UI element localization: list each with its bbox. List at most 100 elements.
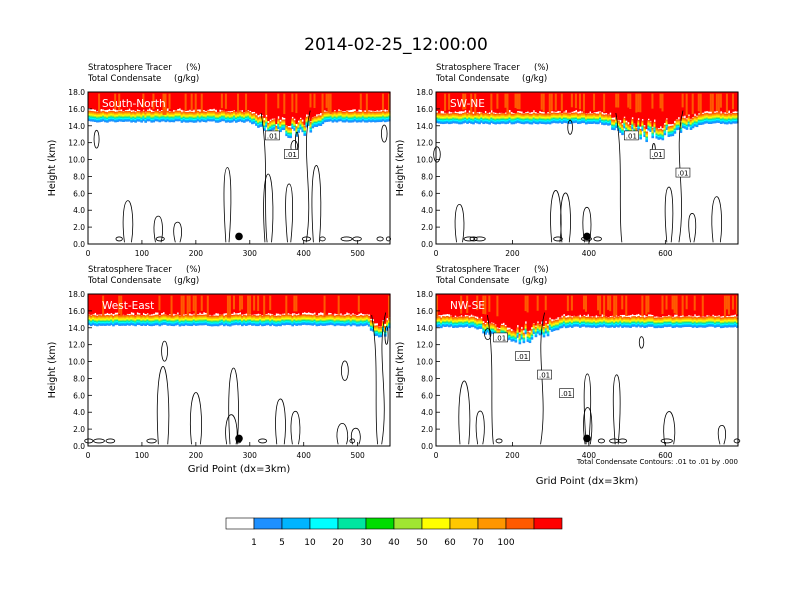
tracer-cell (584, 117, 588, 119)
tracer-cell (166, 324, 170, 326)
contour-line (582, 206, 592, 243)
tracer-cell (253, 114, 256, 116)
tracer-cell (174, 110, 178, 113)
tracer-cell (530, 117, 534, 119)
tracer-cell (146, 113, 149, 115)
tracer-cell (194, 114, 198, 116)
tracer-cell (444, 323, 447, 325)
tracer-cell (345, 111, 349, 113)
tracer-cell (335, 92, 339, 112)
tracer-cell (184, 315, 188, 318)
tracer-cell (733, 122, 737, 124)
tracer-cell (472, 117, 475, 119)
contour-blob (319, 236, 326, 242)
tracer-cell (214, 113, 218, 115)
tracer-cell (536, 119, 540, 121)
tracer-cell (361, 324, 365, 327)
tracer-cell (102, 114, 105, 116)
tracer-cell (116, 321, 119, 323)
tracer-cell (259, 314, 262, 317)
tracer-cell (687, 116, 691, 118)
tracer-cell (293, 92, 296, 119)
tracer-cell (494, 122, 497, 125)
tracer-cell (504, 93, 507, 108)
tracer-cell (116, 118, 119, 120)
tracer-cell (379, 111, 383, 114)
tracer-cell (705, 121, 709, 124)
tracer-cell (351, 118, 355, 121)
tracer-cell (492, 115, 495, 118)
tracer-cell (548, 113, 552, 116)
tracer-cell (556, 121, 560, 124)
tracer-cell (92, 315, 95, 318)
tracer-cell (377, 120, 381, 123)
tracer-cell (255, 324, 258, 327)
tracer-cell (98, 118, 101, 121)
tracer-cell (506, 118, 510, 121)
tracer-cell (371, 321, 375, 323)
tracer-cell (661, 129, 665, 132)
tracer-cell (122, 120, 125, 122)
tracer-cell (629, 126, 632, 129)
tracer-cell (198, 320, 202, 322)
tracer-cell (142, 321, 145, 324)
tracer-cell (162, 116, 166, 118)
tracer-cell (508, 92, 512, 110)
tracer-cell (520, 121, 524, 123)
tracer-cell (100, 113, 103, 116)
tracer-cell (192, 116, 196, 119)
tracer-cell (375, 294, 379, 324)
tracer-cell (172, 315, 176, 318)
tracer-cell (160, 113, 164, 115)
tracer-cell (311, 320, 315, 323)
tracer-cell (198, 111, 202, 114)
tracer-cell (655, 129, 659, 131)
tracer-cell (597, 115, 600, 118)
tracer-cell (645, 140, 648, 143)
tracer-cell (251, 294, 254, 315)
tracer-cell (725, 121, 729, 124)
tracer-cell (249, 315, 252, 318)
tracer-cell (297, 126, 300, 129)
tracer-cell (94, 113, 97, 116)
tracer-cell (582, 117, 586, 119)
tracer-cell (180, 324, 184, 326)
tracer-cell (494, 115, 497, 117)
tracer-cell (621, 131, 624, 133)
tracer-cell (160, 314, 164, 317)
tracer-cell (198, 119, 202, 122)
tracer-cell (293, 322, 296, 324)
contour-line (664, 186, 674, 243)
tracer-cell (162, 323, 166, 325)
tracer-cell (247, 321, 250, 323)
tracer-cell (520, 119, 524, 121)
tracer-cell (273, 123, 276, 126)
tracer-cell (230, 316, 234, 318)
tracer-cell (162, 321, 166, 323)
tracer-cell (452, 112, 455, 115)
tracer-cell (313, 317, 317, 320)
tracer-cell (186, 323, 190, 325)
tracer-cell (174, 321, 178, 324)
tracer-cell (285, 315, 288, 318)
tracer-cell (337, 322, 341, 325)
tracer-cell (303, 92, 307, 125)
plot-frame (87, 91, 391, 245)
tracer-cell (236, 93, 240, 113)
tracer-cell (381, 111, 385, 114)
tracer-cell (174, 115, 178, 117)
tracer-cell (154, 117, 158, 119)
tracer-cell (142, 318, 145, 320)
tracer-cell (587, 121, 590, 123)
contour-label-text: .01 (677, 170, 688, 178)
tracer-cell (192, 322, 196, 324)
tracer-cell (582, 113, 586, 116)
tracer-cell (601, 123, 604, 125)
tracer-cell (279, 127, 282, 129)
tracer-cell (498, 120, 502, 122)
tracer-cell (172, 324, 176, 327)
tracer-cell (510, 116, 514, 118)
tracer-cell (104, 112, 107, 115)
tracer-cell (309, 318, 313, 320)
tracer-cell (160, 315, 164, 318)
